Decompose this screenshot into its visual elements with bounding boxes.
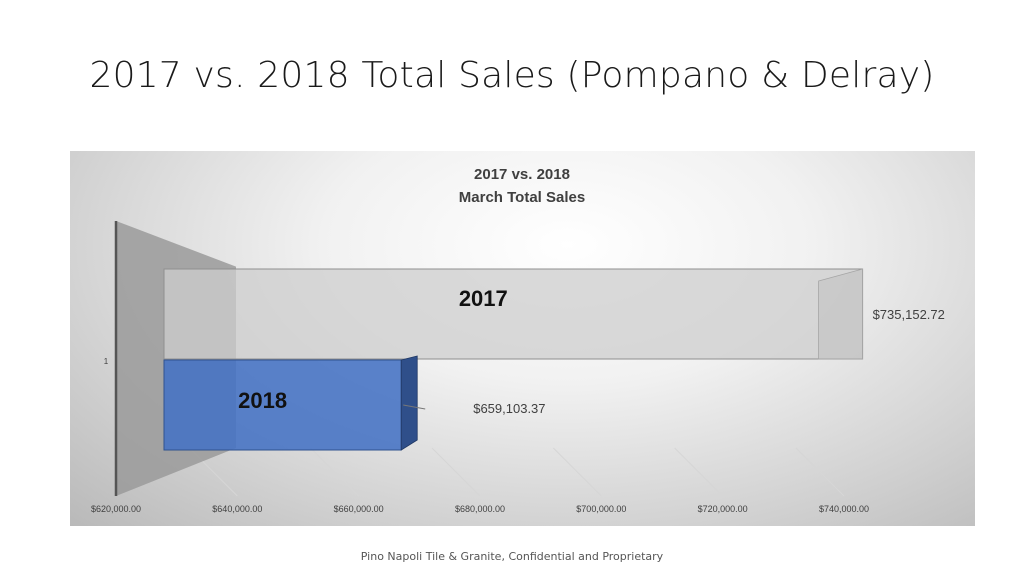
chart-panel: 2017 vs. 2018 March Total Sales $620,000… <box>70 151 975 526</box>
gridline <box>310 447 360 497</box>
bar-2018-side-face <box>400 355 418 451</box>
x-tick-label: $620,000.00 <box>91 504 141 514</box>
x-tick-label: $660,000.00 <box>334 504 384 514</box>
bar-2017 <box>163 268 864 360</box>
series-label-2017: 2017 <box>459 286 508 311</box>
gridline <box>674 447 724 497</box>
data-label-2017: $735,152.72 <box>873 307 945 322</box>
x-tick-label: $700,000.00 <box>576 504 626 514</box>
bar-2017-end-face <box>818 268 863 360</box>
x-tick-label: $640,000.00 <box>212 504 262 514</box>
gridline <box>552 447 602 497</box>
slide-footer: Pino Napoli Tile & Granite, Confidential… <box>360 550 664 563</box>
chart-subtitle: March Total Sales <box>459 189 585 206</box>
gridline <box>795 447 845 497</box>
x-tick-label: $740,000.00 <box>819 504 869 514</box>
data-label-2018: $659,103.37 <box>473 401 545 416</box>
chart-title: 2017 vs. 2018 <box>474 166 570 183</box>
x-tick-label: $680,000.00 <box>455 504 505 514</box>
series-label-2018: 2018 <box>238 388 287 413</box>
data-label-leader-2018 <box>403 404 426 410</box>
bar-chart: 2017 vs. 2018 March Total Sales $620,000… <box>91 166 945 514</box>
x-tick-label: $720,000.00 <box>698 504 748 514</box>
slide-title: 2017 vs. 2018 Total Sales (Pompano & Del… <box>89 55 935 96</box>
gridline <box>431 447 481 497</box>
category-label: 1 <box>104 357 109 366</box>
